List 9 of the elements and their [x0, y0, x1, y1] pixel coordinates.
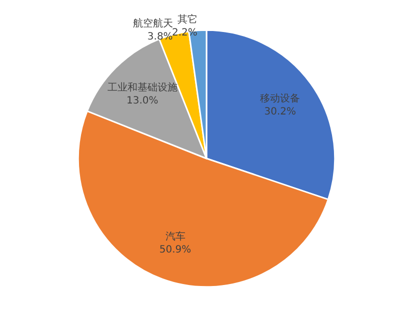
slice-label: 航空航天 [132, 17, 173, 30]
slice-label: 其它 [177, 13, 198, 26]
slice-label: 汽车 [165, 230, 186, 243]
slice-label: 移动设备 [260, 92, 300, 105]
data-label: 3.8% [147, 31, 173, 42]
data-label: 30.2% [264, 106, 296, 118]
data-label: 50.9% [159, 244, 192, 256]
slice-label: 工业和基础设施 [107, 81, 178, 94]
data-label: 13.0% [126, 95, 158, 106]
